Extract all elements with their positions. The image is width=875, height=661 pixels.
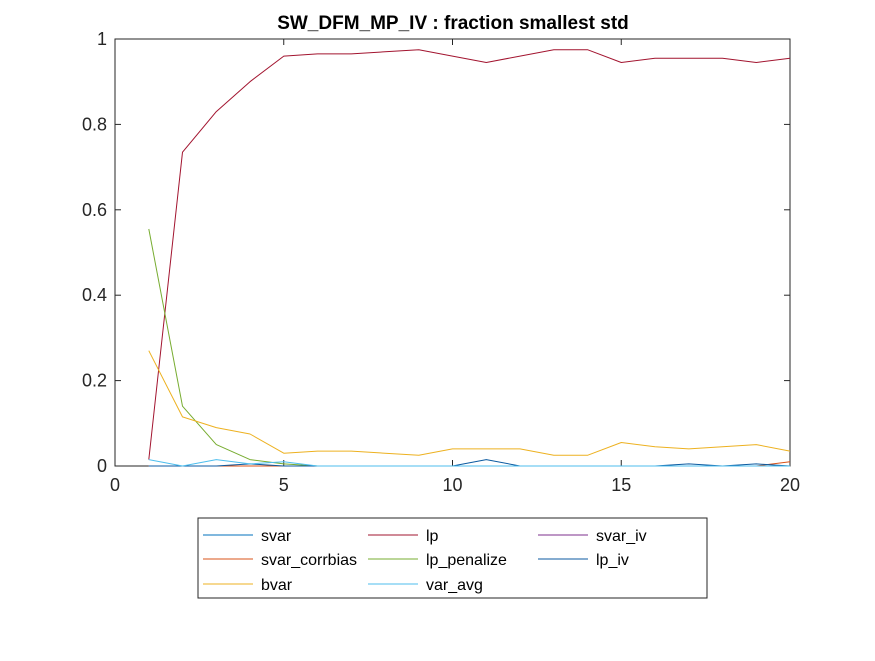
y-tick-label: 1 bbox=[97, 29, 107, 49]
x-tick-label: 15 bbox=[611, 475, 631, 495]
axes-box bbox=[114, 38, 791, 467]
legend-label: lp_penalize bbox=[426, 552, 507, 569]
legend-label: lp bbox=[426, 528, 439, 545]
y-tick-label: 0.4 bbox=[82, 285, 107, 305]
x-tick-label: 10 bbox=[442, 475, 462, 495]
legend-label: svar_corrbias bbox=[261, 552, 357, 569]
chart-title: SW_DFM_MP_IV : fraction smallest std bbox=[277, 13, 629, 34]
series-line-bvar bbox=[148, 350, 791, 456]
series-line-lp-iv bbox=[148, 459, 791, 467]
legend: svar lp svar_iv svar_corrbias lp_penalize lp_… bbox=[197, 517, 708, 599]
legend-label: svar bbox=[261, 528, 292, 545]
plot-area: 0 5 10 15 20 0 0.2 0.4 0.6 0.8 1 bbox=[82, 29, 800, 495]
y-tick-label: 0.2 bbox=[82, 371, 107, 391]
y-tick-label: 0 bbox=[97, 456, 107, 476]
y-tick-label: 0.8 bbox=[82, 114, 107, 134]
legend-label: svar_iv bbox=[596, 528, 647, 545]
series-line-lp bbox=[148, 49, 791, 460]
x-tick-label: 0 bbox=[110, 475, 120, 495]
legend-label: lp_iv bbox=[596, 552, 629, 569]
x-tick-label: 20 bbox=[780, 475, 800, 495]
y-tick-label: 0.6 bbox=[82, 200, 107, 220]
legend-box bbox=[197, 517, 708, 599]
x-tick-label: 5 bbox=[279, 475, 289, 495]
series-line-var-avg bbox=[148, 459, 790, 467]
legend-label: var_avg bbox=[426, 577, 483, 594]
legend-label: bvar bbox=[261, 577, 293, 594]
